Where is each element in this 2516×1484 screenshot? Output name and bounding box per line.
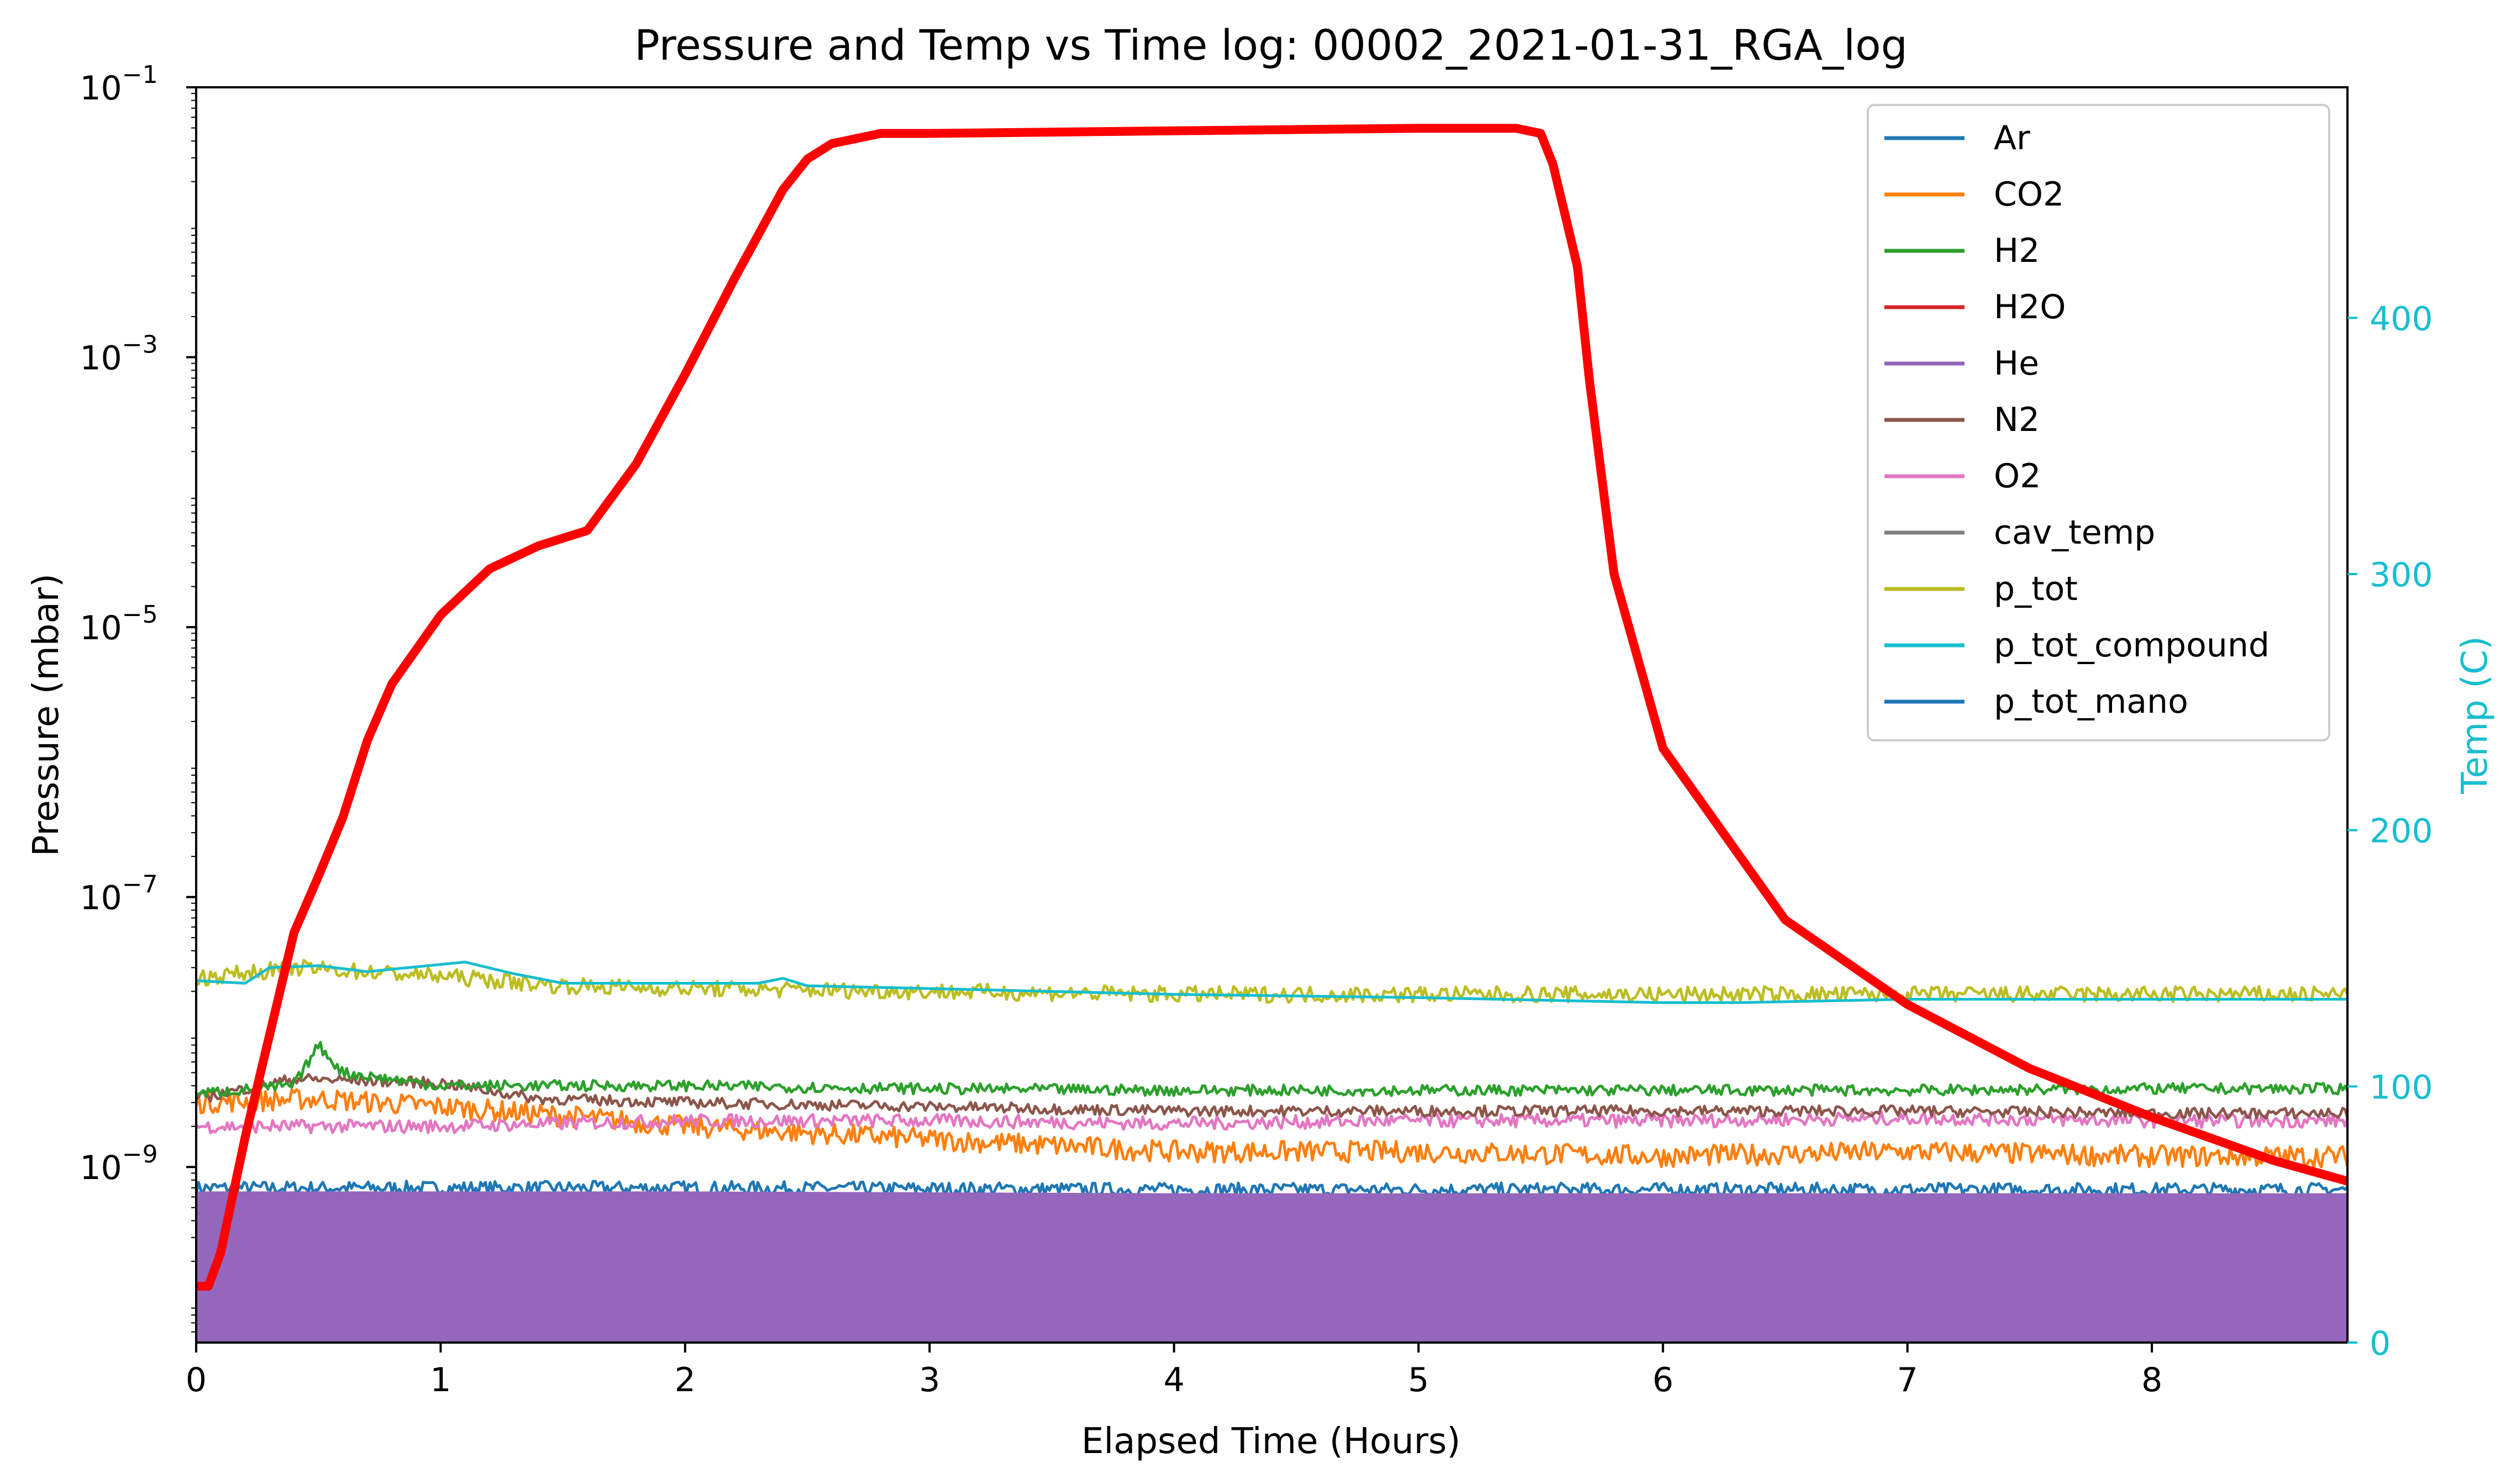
legend-label: H2O <box>1994 288 2066 327</box>
y2-tick-label: 100 <box>2370 1068 2433 1107</box>
series-co2-line <box>196 1088 2347 1169</box>
x-tick-label: 0 <box>186 1361 207 1399</box>
series-layer <box>196 124 2347 1343</box>
y2-tick-label: 400 <box>2370 299 2433 338</box>
x-tick-label: 3 <box>919 1361 940 1399</box>
x-axis-label: Elapsed Time (Hours) <box>1081 1421 1461 1462</box>
y-tick-label: 10−3 <box>80 331 157 378</box>
y2-axis-ticks: 0 100 200 300 400 <box>2347 299 2433 1363</box>
series-p-tot-compound-line <box>196 960 2347 1004</box>
x-tick-label: 6 <box>1652 1361 1673 1399</box>
series-n2-line <box>196 1073 2347 1120</box>
y-axis-ticks: 10−9 10−7 10−5 10−3 10−1 <box>80 61 196 1333</box>
y-tick-label: 10−7 <box>80 871 157 918</box>
y2-tick-label: 300 <box>2370 556 2433 594</box>
x-tick-label: 1 <box>430 1361 451 1399</box>
x-tick-label: 8 <box>2141 1361 2162 1399</box>
y2-axis-label: Temp (C) <box>2455 636 2496 794</box>
x-axis-ticks: 0 1 2 3 4 5 6 7 8 <box>186 1343 2162 1399</box>
legend-label: N2 <box>1994 401 2040 439</box>
plot-frame <box>195 86 2349 1344</box>
y-tick-label: 10−5 <box>80 601 157 648</box>
y-tick-label: 10−9 <box>80 1140 157 1187</box>
series-h2-line <box>196 1041 2347 1098</box>
y-tick-label: 10−1 <box>80 61 157 108</box>
x-tick-label: 4 <box>1163 1361 1184 1399</box>
legend-label: cav_temp <box>1994 513 2155 552</box>
x-tick-label: 2 <box>675 1361 696 1399</box>
legend-label: p_tot <box>1994 570 2078 608</box>
y2-tick-label: 0 <box>2370 1324 2391 1363</box>
legend-label: He <box>1994 344 2039 383</box>
series-cav-temp-line <box>196 124 2347 1291</box>
series-he-area <box>196 1191 2347 1343</box>
legend-label: Ar <box>1994 119 2030 157</box>
legend-label: O2 <box>1994 457 2041 496</box>
legend: Ar CO2 H2 H2O He N2 O2 cav_temp p_tot p_tot_compo… <box>1867 104 2330 741</box>
y2-tick-label: 200 <box>2370 812 2433 851</box>
legend-label: H2 <box>1994 231 2040 270</box>
y-axis-label: Pressure (mbar) <box>26 573 67 856</box>
legend-box <box>1867 104 2330 741</box>
chart-title: Pressure and Temp vs Time log: 00002_202… <box>634 20 1908 70</box>
legend-label: p_tot_compound <box>1994 626 2270 665</box>
legend-label: p_tot_mano <box>1994 682 2188 721</box>
x-tick-label: 5 <box>1408 1361 1429 1399</box>
series-o2-line <box>196 1110 2347 1135</box>
x-tick-label: 7 <box>1897 1361 1918 1399</box>
legend-label: CO2 <box>1994 175 2064 214</box>
